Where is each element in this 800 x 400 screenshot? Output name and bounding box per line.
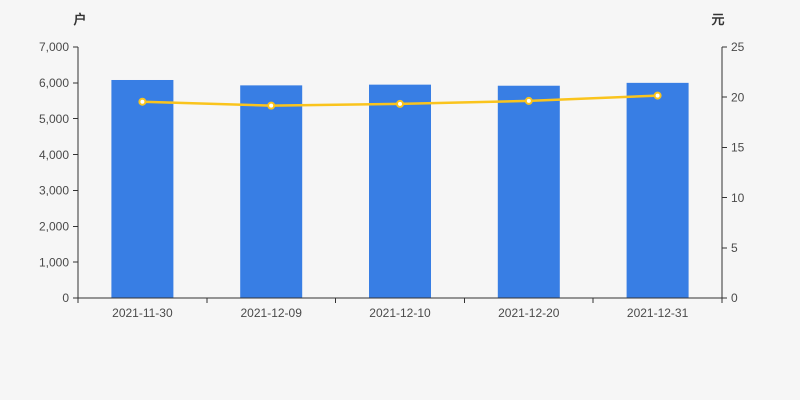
- right-axis-unit-label: 元: [711, 12, 725, 27]
- x-axis-category-label: 2021-12-31: [627, 306, 689, 320]
- x-axis-category-label: 2021-12-10: [369, 306, 431, 320]
- price-point: [267, 101, 276, 110]
- left-axis-tick-label: 1,000: [39, 255, 69, 269]
- bar: [369, 84, 431, 299]
- right-axis-tick-label: 10: [731, 191, 745, 205]
- price-point: [653, 91, 662, 100]
- x-axis-category-label: 2021-11-30: [112, 306, 173, 320]
- x-axis-category-label: 2021-12-09: [241, 306, 303, 320]
- right-axis-tick-label: 5: [731, 241, 738, 255]
- right-axis-tick-label: 0: [731, 291, 738, 305]
- bar: [111, 79, 174, 298]
- right-axis-tick-label: 20: [731, 90, 745, 104]
- bar: [240, 85, 303, 298]
- price-point: [138, 97, 147, 106]
- left-axis-unit-label: 户: [73, 12, 87, 27]
- left-axis-tick-label: 7,000: [39, 40, 69, 54]
- x-axis-category-label: 2021-12-20: [498, 306, 560, 320]
- price-point: [396, 99, 404, 108]
- bar: [497, 85, 560, 299]
- left-axis-tick-label: 0: [62, 291, 69, 305]
- left-axis-tick-label: 3,000: [39, 184, 69, 198]
- price-point: [524, 96, 533, 105]
- right-axis-tick-label: 15: [731, 141, 745, 155]
- left-axis-tick-label: 2,000: [39, 219, 69, 233]
- bar: [626, 82, 689, 298]
- left-axis-tick-label: 5,000: [39, 112, 69, 126]
- left-axis-tick-label: 4,000: [39, 148, 69, 162]
- left-axis-tick-label: 6,000: [39, 76, 69, 90]
- right-axis-tick-label: 25: [731, 40, 745, 54]
